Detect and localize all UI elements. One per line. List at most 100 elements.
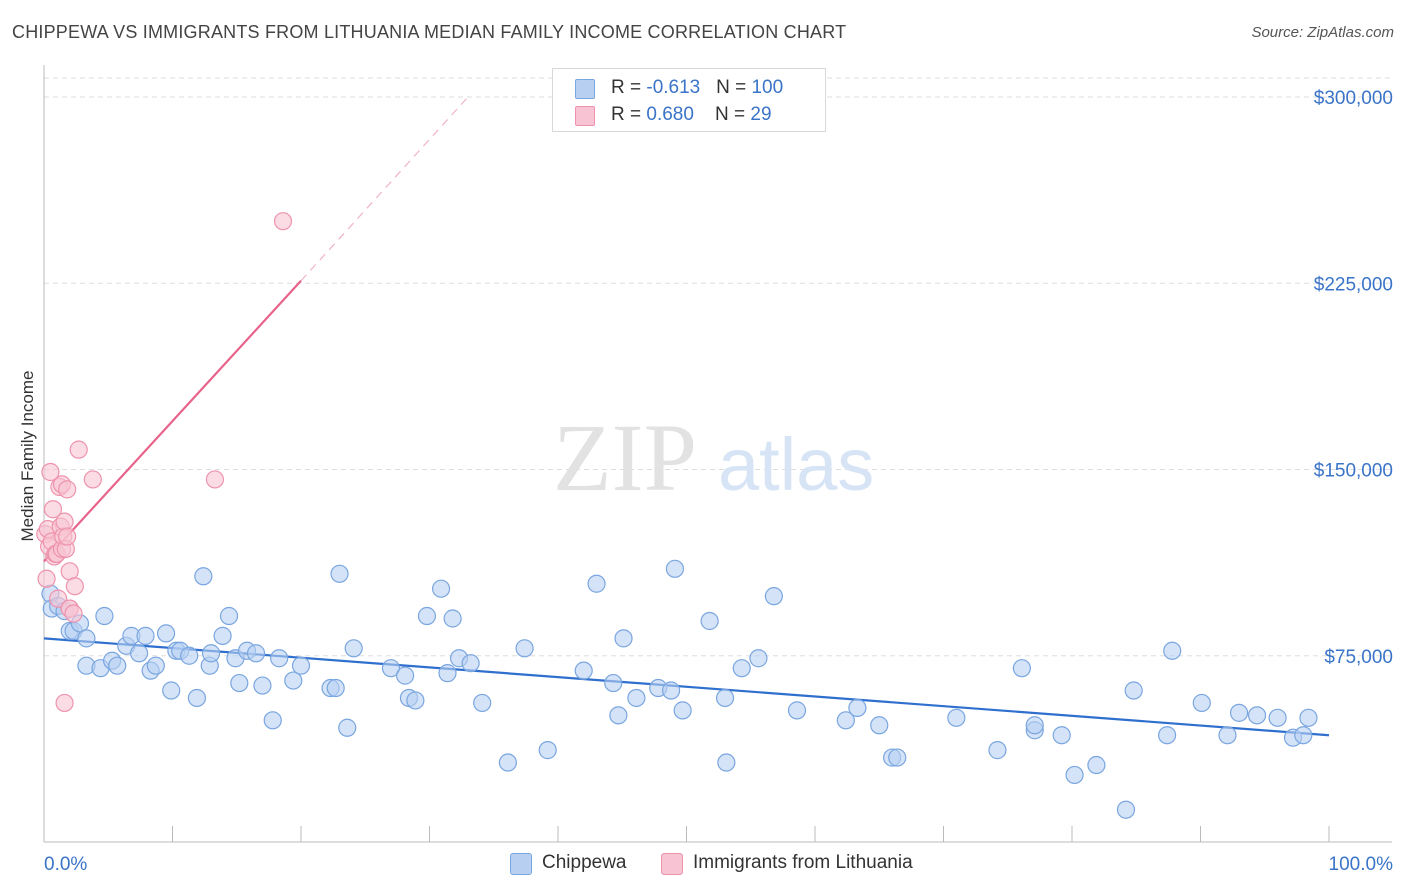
- chippewa-point: [627, 688, 646, 708]
- legend-r-value: 0.680: [646, 104, 694, 125]
- lithuania-point: [58, 527, 77, 546]
- lithuania-point: [65, 577, 84, 596]
- chippewa-point: [609, 706, 628, 725]
- chippewa-point: [146, 656, 165, 675]
- data-points: [36, 212, 1318, 819]
- chippewa-point: [438, 664, 457, 683]
- chippewa-point: [1052, 726, 1071, 745]
- legend-n-label: N =: [716, 77, 752, 98]
- chippewa-point: [194, 567, 213, 586]
- chippewa-point: [574, 661, 593, 680]
- lithuania-point: [55, 693, 74, 713]
- chippewa-legend-label: Chippewa: [542, 852, 627, 873]
- chippewa-point: [77, 629, 96, 648]
- chart-title: CHIPPEWA VS IMMIGRANTS FROM LITHUANIA ME…: [12, 22, 847, 42]
- chippewa-point: [1087, 755, 1106, 775]
- y-tick-label: $75,000: [1324, 647, 1393, 668]
- legend-n-label: N =: [715, 104, 751, 125]
- chippewa-point: [732, 659, 751, 678]
- chippewa-point: [717, 753, 736, 772]
- chippewa-point: [291, 656, 311, 675]
- chippewa-point: [1157, 726, 1177, 745]
- chippewa-point: [764, 587, 783, 606]
- lithuania-point: [37, 569, 56, 588]
- chippewa-point: [836, 711, 855, 730]
- lithuania-point: [273, 212, 293, 231]
- chippewa-point: [136, 626, 155, 645]
- chippewa-point: [1299, 708, 1318, 727]
- chippewa-point: [604, 673, 623, 693]
- lithuania-point: [49, 589, 68, 608]
- watermark-atlas: atlas: [718, 423, 874, 506]
- legend-r-value: -0.613: [646, 77, 701, 98]
- x-tick-label-max: 100.0%: [1329, 854, 1394, 875]
- gridlines: [44, 77, 1392, 657]
- chippewa-point: [431, 579, 451, 598]
- chippewa-point: [1192, 693, 1211, 713]
- chippewa-point: [270, 649, 289, 668]
- chippewa-point: [988, 741, 1007, 760]
- chippewa-point: [749, 649, 768, 668]
- chippewa-point: [661, 681, 681, 700]
- lithuania-point: [55, 512, 74, 531]
- y-tick-label: $225,000: [1314, 274, 1393, 295]
- lithuania-trend-line: [43, 280, 302, 563]
- chippewa-point: [213, 626, 232, 645]
- chippewa-point: [219, 606, 239, 626]
- lithuania-swatch: [575, 106, 595, 126]
- lithuania-trend-extension: [300, 96, 469, 282]
- chippewa-point: [461, 654, 480, 673]
- chippewa-point: [443, 609, 462, 628]
- chippewa-point: [338, 718, 357, 737]
- chippewa-point: [947, 708, 966, 727]
- chippewa-point: [129, 644, 149, 663]
- legend-r-label: R =: [611, 77, 647, 98]
- chippewa-point: [673, 701, 692, 720]
- chippewa-point: [1218, 726, 1237, 745]
- chippewa-point: [1268, 708, 1287, 727]
- axis-labels: $75,000 $150,000 $225,000 $300,000 0.0% 100.0…: [18, 88, 1393, 875]
- chippewa-point: [515, 639, 534, 658]
- chippewa-point: [587, 574, 606, 593]
- chippewa-legend-swatch: [510, 853, 532, 875]
- chippewa-point: [1163, 641, 1182, 660]
- chippewa-point: [473, 693, 492, 713]
- chippewa-point: [230, 673, 249, 693]
- chippewa-point: [381, 659, 401, 678]
- lithuania-point: [41, 462, 60, 482]
- chippewa-point: [665, 559, 685, 578]
- chippewa-point: [406, 691, 425, 710]
- y-tick-label: $300,000: [1314, 88, 1393, 109]
- chippewa-point: [253, 676, 272, 695]
- chippewa-point: [1012, 659, 1031, 678]
- chippewa-point: [715, 688, 735, 708]
- chippewa-point: [888, 748, 907, 767]
- chippewa-point: [1025, 716, 1044, 735]
- chippewa-point: [326, 678, 345, 698]
- lithuania-point: [83, 470, 102, 489]
- chippewa-point: [330, 564, 349, 583]
- axes: [43, 65, 1392, 843]
- chippewa-point: [108, 656, 127, 675]
- chippewa-point: [614, 629, 633, 648]
- lithuania-point: [64, 604, 83, 623]
- chippewa-point: [284, 671, 303, 690]
- chippewa-point: [162, 681, 181, 700]
- chippewa-point: [538, 741, 557, 760]
- chippewa-point: [395, 666, 415, 685]
- chippewa-swatch: [575, 79, 595, 99]
- chippewa-point: [180, 646, 199, 665]
- chippewa-point: [95, 606, 114, 626]
- chippewa-point: [1229, 703, 1249, 722]
- chippewa-point: [156, 624, 176, 643]
- chippewa-point: [1065, 765, 1084, 785]
- watermark: ZIP atlas: [553, 404, 874, 511]
- chippewa-point: [1247, 706, 1267, 725]
- chippewa-point: [1294, 726, 1313, 745]
- chippewa-point: [1116, 800, 1136, 819]
- lithuania-point: [43, 500, 63, 519]
- lithuania-point: [69, 440, 88, 459]
- chippewa-point: [1124, 681, 1143, 700]
- chippewa-point: [870, 716, 889, 735]
